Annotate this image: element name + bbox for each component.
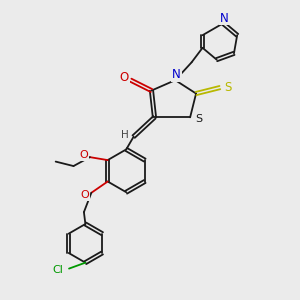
Text: O: O <box>79 150 88 160</box>
Text: O: O <box>119 71 129 84</box>
Text: N: N <box>220 11 229 25</box>
Text: H: H <box>122 130 129 140</box>
Text: N: N <box>172 68 181 81</box>
Text: Cl: Cl <box>52 265 63 275</box>
Text: S: S <box>224 81 232 94</box>
Text: O: O <box>80 190 89 200</box>
Text: S: S <box>195 114 202 124</box>
